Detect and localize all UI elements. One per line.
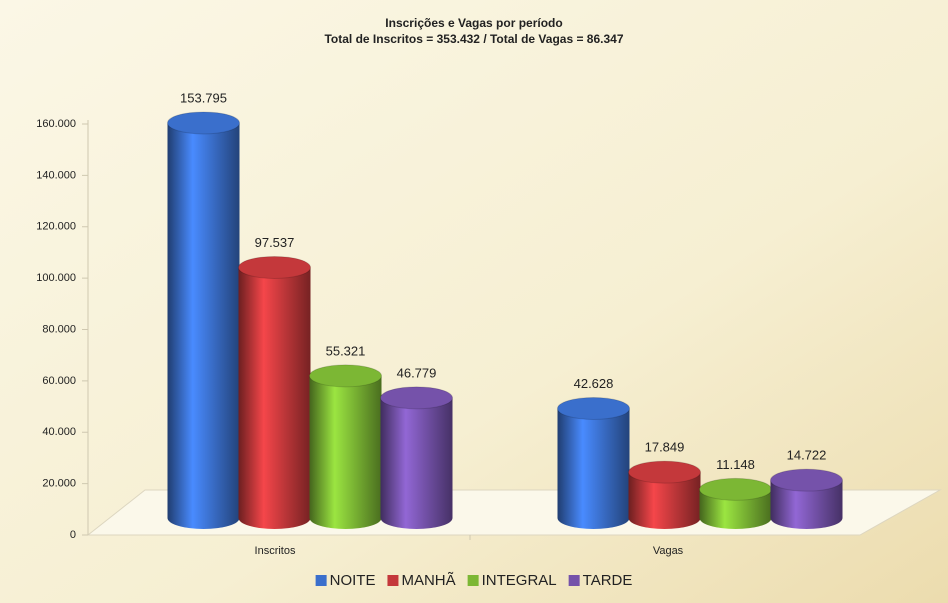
legend-swatch	[568, 575, 580, 586]
legend: NOITE MANHÃ INTEGRAL TARDE	[315, 572, 633, 589]
value-label: 153.795	[180, 90, 227, 105]
cylinder	[770, 468, 843, 529]
cylinder	[557, 396, 630, 529]
cylinder-body	[699, 489, 772, 529]
legend-label: INTEGRAL	[482, 572, 557, 589]
legend-label: NOITE	[330, 572, 376, 589]
y-tick-label: 140.000	[36, 169, 76, 181]
cylinder	[167, 111, 240, 530]
legend-label: TARDE	[583, 572, 633, 589]
x-tick-label: Inscritos	[255, 545, 296, 557]
cylinder-body	[238, 267, 311, 529]
y-tick-label: 80.000	[42, 323, 76, 335]
cylinder-top	[557, 396, 630, 420]
cylinder	[628, 460, 701, 529]
cylinder-body	[557, 408, 630, 529]
y-tick-label: 0	[70, 529, 76, 541]
value-label: 55.321	[326, 343, 366, 358]
cylinder-body	[309, 375, 382, 529]
cylinder	[309, 364, 382, 529]
cylinder-top	[309, 364, 382, 388]
legend-swatch	[315, 575, 327, 586]
value-label: 46.779	[397, 365, 437, 380]
legend-swatch	[387, 575, 399, 586]
cylinder-top	[167, 111, 240, 135]
legend-label: MANHÃ	[401, 572, 455, 589]
cylinder-top	[699, 477, 772, 501]
cylinder	[699, 477, 772, 529]
value-label: 97.537	[255, 235, 295, 250]
value-label: 14.722	[787, 448, 827, 463]
cylinder-body	[167, 122, 240, 530]
y-tick-label: 100.000	[36, 272, 76, 284]
cylinder-top	[628, 460, 701, 484]
cylinder-top	[770, 468, 843, 492]
y-tick-label: 20.000	[42, 478, 76, 490]
cylinder	[380, 386, 453, 529]
x-tick-label: Vagas	[653, 545, 684, 557]
legend-swatch	[467, 575, 479, 586]
cylinder-body	[628, 472, 701, 529]
value-label: 11.148	[716, 457, 755, 472]
y-tick-label: 40.000	[42, 426, 76, 438]
cylinder	[238, 255, 311, 529]
value-label: 42.628	[574, 376, 614, 391]
chart-subtitle: Total de Inscritos = 353.432 / Total de …	[324, 32, 623, 46]
cylinder-top	[380, 386, 453, 410]
value-label: 17.849	[645, 440, 685, 455]
chart-title: Inscrições e Vagas por período	[385, 16, 562, 30]
cylinder-top	[238, 255, 311, 279]
y-tick-label: 60.000	[42, 375, 76, 387]
y-tick-label: 120.000	[36, 221, 76, 233]
cylinder-body	[770, 480, 843, 529]
y-tick-label: 160.000	[36, 118, 76, 130]
cylinder-body	[380, 397, 453, 529]
